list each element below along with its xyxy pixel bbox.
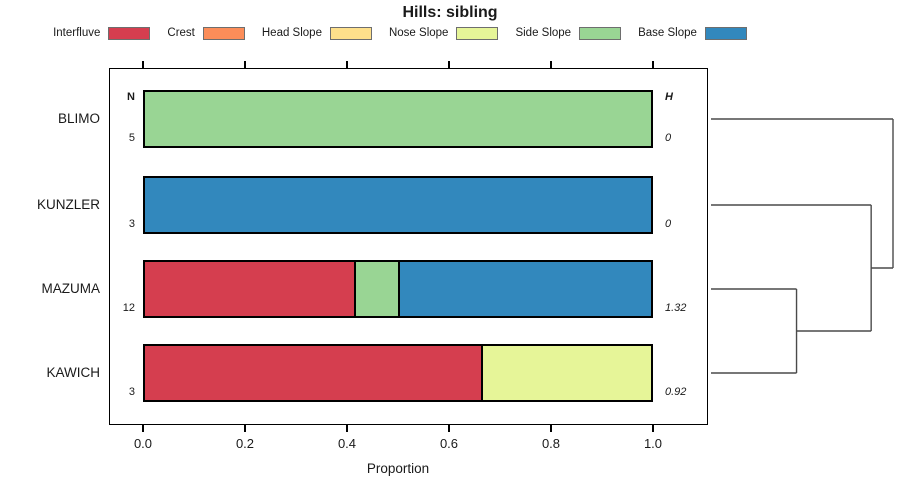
bar-segment-side-slope xyxy=(354,262,398,316)
legend-label: Side Slope xyxy=(515,27,572,39)
chart-title: Hills: sibling xyxy=(402,4,498,21)
axis-tick-top xyxy=(142,61,144,68)
plot-area-border xyxy=(109,68,708,425)
legend-swatch xyxy=(579,26,622,40)
axis-tick-bottom xyxy=(448,425,450,432)
stacked-bar-blimo xyxy=(143,90,653,148)
axis-tick-bottom xyxy=(550,425,552,432)
legend-swatch xyxy=(108,26,151,40)
bar-segment-side-slope xyxy=(145,92,651,146)
bar-segment-interfluve xyxy=(145,262,355,316)
legend-swatch xyxy=(329,26,372,40)
axis-tick-top xyxy=(550,61,552,68)
n-value: 3 xyxy=(128,386,135,398)
axis-tick-bottom xyxy=(244,425,246,432)
n-value: 12 xyxy=(122,302,135,314)
category-label-blimo: BLIMO xyxy=(57,111,100,126)
legend-label: Nose Slope xyxy=(388,27,449,39)
legend-swatch xyxy=(456,26,499,40)
axis-tick-label: 0.6 xyxy=(439,436,459,451)
stacked-bar-kunzler xyxy=(143,176,653,234)
bar-segment-nose-slope xyxy=(481,346,651,400)
h-value: 1.32 xyxy=(665,302,687,314)
axis-tick-label: 0.4 xyxy=(337,436,357,451)
h-column-header: H xyxy=(665,91,673,103)
category-label-kunzler: KUNZLER xyxy=(36,197,100,212)
h-value: 0 xyxy=(665,132,672,144)
stacked-bar-mazuma xyxy=(143,260,653,318)
category-label-kawich: KAWICH xyxy=(46,365,101,380)
axis-tick-top xyxy=(448,61,450,68)
axis-tick-top xyxy=(244,61,246,68)
axis-tick-top xyxy=(652,61,654,68)
bar-segment-base-slope xyxy=(145,178,651,232)
axis-tick-top xyxy=(346,61,348,68)
legend-label: Interfluve xyxy=(53,27,101,39)
h-value: 0 xyxy=(665,218,672,230)
x-axis-label: Proportion xyxy=(366,461,430,476)
legend-label: Head Slope xyxy=(261,27,322,39)
legend-label: Base Slope xyxy=(638,27,697,39)
axis-tick-bottom xyxy=(346,425,348,432)
bar-segment-interfluve xyxy=(145,346,482,400)
legend-swatch xyxy=(202,26,245,40)
legend-item-head-slope: Head Slope xyxy=(261,26,372,40)
category-label-mazuma: MAZUMA xyxy=(41,281,101,296)
axis-tick-label: 1.0 xyxy=(643,436,663,451)
axis-tick-label: 0.8 xyxy=(541,436,561,451)
n-value: 5 xyxy=(128,132,135,144)
axis-tick-bottom xyxy=(142,425,144,432)
n-column-header: N xyxy=(127,91,135,103)
axis-tick-bottom xyxy=(652,425,654,432)
legend: Interfluve Crest Head Slope Nose Slope Side … xyxy=(0,25,800,41)
n-value: 3 xyxy=(128,218,135,230)
legend-item-interfluve: Interfluve xyxy=(53,26,151,40)
h-value: 0.92 xyxy=(665,386,687,398)
bar-segment-base-slope xyxy=(398,262,651,316)
legend-item-side-slope: Side Slope xyxy=(515,26,622,40)
stacked-bar-kawich xyxy=(143,344,653,402)
legend-item-base-slope: Base Slope xyxy=(638,26,747,40)
axis-tick-label: 0.2 xyxy=(235,436,255,451)
legend-item-crest: Crest xyxy=(167,26,245,40)
legend-label: Crest xyxy=(167,27,195,39)
axis-tick-label: 0.0 xyxy=(133,436,153,451)
legend-item-nose-slope: Nose Slope xyxy=(388,26,499,40)
legend-swatch xyxy=(704,26,747,40)
